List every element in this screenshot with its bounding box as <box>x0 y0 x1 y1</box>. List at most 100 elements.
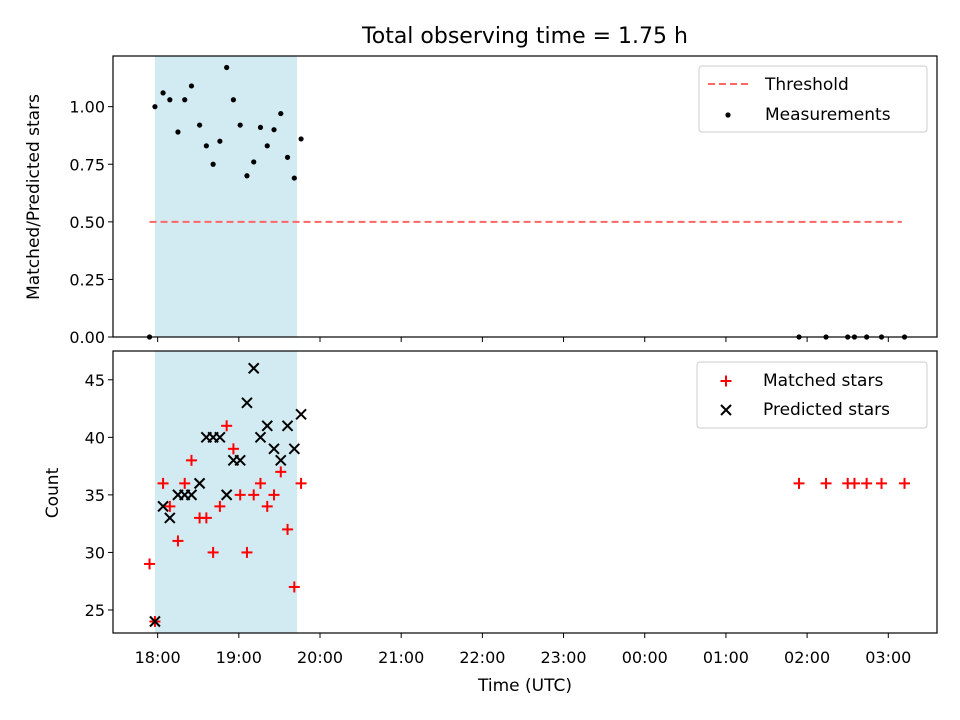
matched-star-point <box>861 477 873 489</box>
predicted-star-point-b <box>275 454 287 467</box>
matched-star-point <box>275 466 287 478</box>
matched-star-point <box>820 477 832 489</box>
predicted-star-point <box>149 615 161 628</box>
measurement-point <box>196 122 203 128</box>
predicted-star-point-b <box>185 489 198 501</box>
bottom-legend-box <box>696 361 928 429</box>
matched-legend-swatch <box>720 375 732 387</box>
predicted-star-point <box>268 443 280 455</box>
matched-star-point <box>848 477 860 489</box>
top-ytick-label: 0.25 <box>69 270 105 289</box>
bottom-ylabel: Count <box>43 467 63 518</box>
predicted-star-point <box>234 454 246 467</box>
measurement-point <box>224 64 230 71</box>
predicted-star-point-b <box>234 454 246 467</box>
predicted-star-point <box>193 477 206 490</box>
measurement-point <box>182 97 188 103</box>
matched-star-point <box>254 477 266 489</box>
bottom-panel: 25 30 35 40 45 18:00 19:00 20:00 21:00 22:00 23:00… <box>85 350 938 667</box>
matched-star-point <box>268 489 280 501</box>
xtick-label: 22:00 <box>459 648 505 667</box>
xtick-label: 19:00 <box>216 648 262 667</box>
matched-star-point <box>164 500 176 512</box>
predicted-legend-swatch <box>720 404 732 416</box>
predicted-star-point <box>275 454 287 467</box>
xtick-label: 01:00 <box>703 648 749 667</box>
top-legend: Threshold Measurements <box>698 65 928 133</box>
threshold-legend-label: Threshold <box>764 75 849 95</box>
matched-star-point <box>157 477 169 489</box>
top-ytick-label: 0.00 <box>69 328 105 347</box>
matched-star-point <box>288 581 300 593</box>
predicted-star-point-b <box>241 397 253 409</box>
predicted-star-point-b <box>288 443 301 455</box>
measurement-point <box>167 97 173 103</box>
measurement-point <box>203 143 209 149</box>
predicted-star-point-b <box>193 477 206 490</box>
measurements-legend-swatch <box>725 112 731 118</box>
predicted-star-point-b <box>157 500 169 513</box>
matched-star-point <box>248 489 260 501</box>
top-ytick-label: 0.75 <box>69 155 105 174</box>
matched-star-point <box>876 477 888 489</box>
measurement-point <box>251 159 257 165</box>
measurement-point <box>152 104 158 110</box>
matched-legend-marker <box>720 375 732 387</box>
xtick-label: 18:00 <box>135 648 181 667</box>
top-ytick-label: 0.50 <box>69 213 105 232</box>
top-axes-frame <box>112 55 938 338</box>
measurement-point <box>264 143 270 149</box>
predicted-star-point <box>241 397 253 409</box>
predicted-star-point <box>288 443 301 455</box>
matched-star-point <box>172 535 184 547</box>
predicted-star-point <box>248 362 260 374</box>
x-axis-label: Time (UTC) <box>477 676 572 696</box>
measurements-legend-label: Measurements <box>765 105 891 125</box>
matched-star-point <box>295 477 307 489</box>
measurement-point <box>284 154 291 160</box>
top-observing-span <box>154 56 298 337</box>
bottom-ytick-label: 45 <box>85 371 105 390</box>
predicted-legend-marker-b <box>720 404 732 416</box>
xtick-label: 23:00 <box>541 648 587 667</box>
predicted-star-point <box>157 500 169 513</box>
predicted-star-point-b <box>164 512 176 524</box>
measurement-point <box>271 127 277 133</box>
top-panel: 0.00 0.25 0.50 0.75 1.00 <box>69 55 938 347</box>
chart-title: Total observing time = 1.75 h <box>361 24 688 49</box>
xtick-label: 02:00 <box>784 648 830 667</box>
predicted-star-point-b <box>220 489 233 501</box>
measurement-point <box>237 122 243 128</box>
predicted-legend-label: Predicted stars <box>763 400 890 420</box>
measurement-point <box>160 90 166 96</box>
measurement-point <box>188 83 195 89</box>
xtick-label: 20:00 <box>297 648 343 667</box>
matched-star-point <box>227 443 239 455</box>
top-ylabel: Matched/Predicted stars <box>24 94 44 300</box>
predicted-star-point-b <box>254 431 267 444</box>
bottom-ytick-label: 35 <box>85 486 105 505</box>
bottom-ytick-label: 40 <box>85 428 105 447</box>
matched-star-point <box>234 489 246 501</box>
predicted-star-point <box>254 431 267 444</box>
matched-star-point <box>185 454 197 466</box>
measurement-point <box>257 124 264 131</box>
predicted-star-point <box>220 489 233 501</box>
predicted-star-point <box>214 431 226 444</box>
matched-star-point <box>793 477 805 489</box>
predicted-star-point-b <box>295 408 307 421</box>
predicted-star-point <box>261 420 273 432</box>
matched-star-point <box>261 500 273 512</box>
measurement-point <box>210 161 216 167</box>
measurement-point <box>291 175 297 181</box>
predicted-star-point-b <box>214 431 226 444</box>
predicted-star-point <box>164 512 176 524</box>
matched-star-point <box>221 420 233 432</box>
measurement-point <box>230 97 237 103</box>
matched-star-point <box>144 558 156 570</box>
bottom-axes-frame <box>112 350 938 634</box>
matched-star-point <box>214 500 226 512</box>
predicted-legend-marker <box>720 404 732 416</box>
xtick-label: 03:00 <box>865 648 911 667</box>
